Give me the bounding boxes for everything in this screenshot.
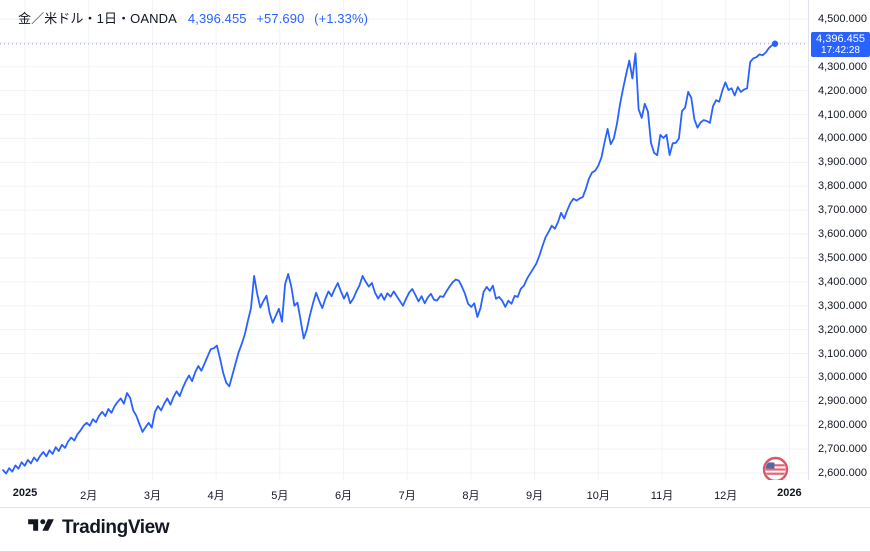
time-tick-label: 7月 bbox=[398, 490, 416, 502]
time-tick-label: 5月 bbox=[271, 490, 289, 502]
price-tick-label: 2,700.000 bbox=[818, 443, 867, 456]
badge-countdown: 17:42:28 bbox=[821, 44, 860, 56]
time-tick-label: 2025 bbox=[12, 487, 38, 499]
price-tick-label: 4,500.000 bbox=[818, 13, 867, 25]
chart-canvas[interactable] bbox=[0, 0, 808, 480]
header-values: 4,396.455 +57.690 (+1.33%) bbox=[188, 11, 374, 26]
price-tick-label: 3,100.000 bbox=[818, 347, 867, 360]
time-tick-label: 6月 bbox=[334, 490, 353, 502]
price-tick-label: 3,800.000 bbox=[818, 180, 867, 193]
price-tick-label: 3,200.000 bbox=[818, 323, 867, 336]
symbol-title[interactable]: 金／米ドル・1日・OANDA bbox=[18, 11, 176, 26]
price-tick-label: 4,200.000 bbox=[818, 84, 867, 97]
time-tick-label: 3月 bbox=[143, 490, 161, 502]
price-axis[interactable]: 4,396.455 17:42:28 4,500.000 4,300.000 4,2… bbox=[808, 0, 870, 480]
time-tick-label: 9月 bbox=[526, 490, 544, 502]
time-tick-label: 11月 bbox=[650, 490, 674, 502]
price-tick-label: 3,900.000 bbox=[818, 156, 867, 169]
time-tick-label: 2026 bbox=[777, 487, 802, 499]
header-change-pct: (+1.33%) bbox=[314, 11, 369, 26]
current-price-badge: 4,396.455 17:42:28 bbox=[811, 31, 870, 57]
header-change: +57.690 bbox=[256, 11, 305, 26]
time-tick-label: 8月 bbox=[462, 490, 480, 502]
exchange-label: OANDA bbox=[130, 11, 177, 26]
price-tick-label: 3,000.000 bbox=[818, 371, 867, 384]
time-tick-label: 12月 bbox=[714, 490, 738, 502]
price-chart-svg bbox=[0, 0, 808, 480]
badge-price: 4,396.455 bbox=[816, 32, 865, 45]
separator-dot-1: ・ bbox=[83, 11, 97, 26]
provider-logo-icon[interactable] bbox=[762, 456, 789, 488]
price-tick-label: 2,900.000 bbox=[818, 395, 867, 408]
symbol-name: 金／米ドル bbox=[18, 11, 84, 26]
last-price-dot bbox=[771, 40, 779, 47]
price-tick-label: 3,600.000 bbox=[818, 228, 867, 241]
header-last-price: 4,396.455 bbox=[187, 11, 247, 26]
price-line bbox=[2, 42, 776, 475]
price-tick-label: 3,300.000 bbox=[818, 299, 867, 312]
price-tick-label: 4,300.000 bbox=[818, 60, 867, 73]
separator-dot-2: ・ bbox=[117, 11, 131, 26]
tradingview-logo-icon bbox=[28, 515, 54, 540]
chart-header: 金／米ドル・1日・OANDA 4,396.455 +57.690 (+1.33%… bbox=[18, 8, 374, 27]
price-tick-label: 3,700.000 bbox=[818, 204, 867, 217]
time-axis[interactable]: 2025 2月 3月 4月 5月 6月 7月 8月 9月 10月 11月 12月 2026 bbox=[0, 480, 870, 508]
time-tick-label: 10月 bbox=[586, 490, 610, 502]
footer-bar: TradingView bbox=[0, 507, 870, 550]
price-tick-label: 4,100.000 bbox=[818, 108, 867, 121]
interval-label[interactable]: 1日 bbox=[96, 11, 118, 26]
time-tick-label: 2月 bbox=[80, 490, 98, 502]
price-tick-label: 3,400.000 bbox=[818, 275, 867, 288]
price-tick-label: 2,800.000 bbox=[818, 419, 867, 432]
price-tick-label: 2,600.000 bbox=[818, 467, 867, 479]
time-tick-label: 4月 bbox=[207, 490, 225, 502]
tradingview-logo-text: TradingView bbox=[62, 516, 170, 538]
tradingview-logo[interactable]: TradingView bbox=[28, 515, 170, 540]
price-tick-label: 3,500.000 bbox=[818, 251, 867, 264]
price-tick-label: 4,000.000 bbox=[818, 132, 867, 145]
